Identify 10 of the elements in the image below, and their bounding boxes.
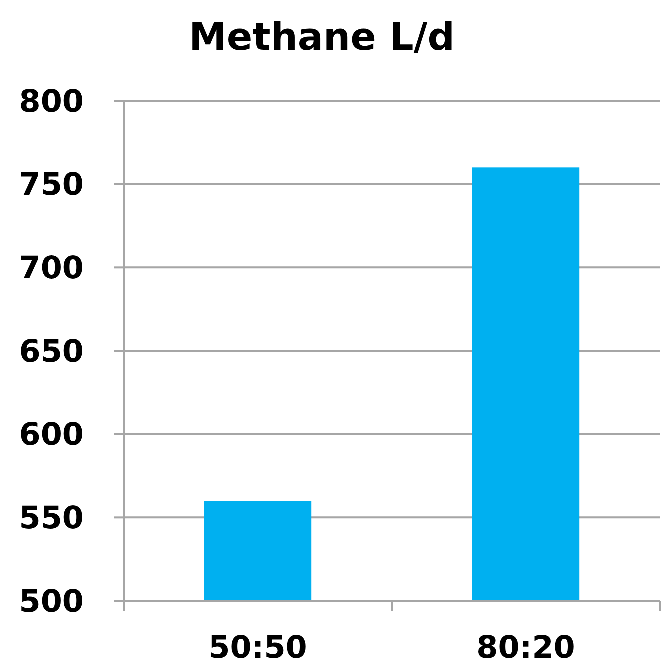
y-tick-label: 800: [19, 84, 84, 120]
y-tick-label: 750: [19, 167, 84, 204]
y-tick-label: 650: [19, 334, 84, 370]
y-tick-label: 500: [19, 584, 84, 620]
x-tick-label: 50:50: [208, 630, 308, 666]
y-tick-label: 600: [19, 417, 84, 454]
chart-title: Methane L/d: [189, 15, 455, 59]
y-tick-label: 550: [19, 500, 84, 537]
x-tick-label: 80:20: [476, 630, 576, 666]
y-tick-label: 700: [19, 250, 84, 287]
